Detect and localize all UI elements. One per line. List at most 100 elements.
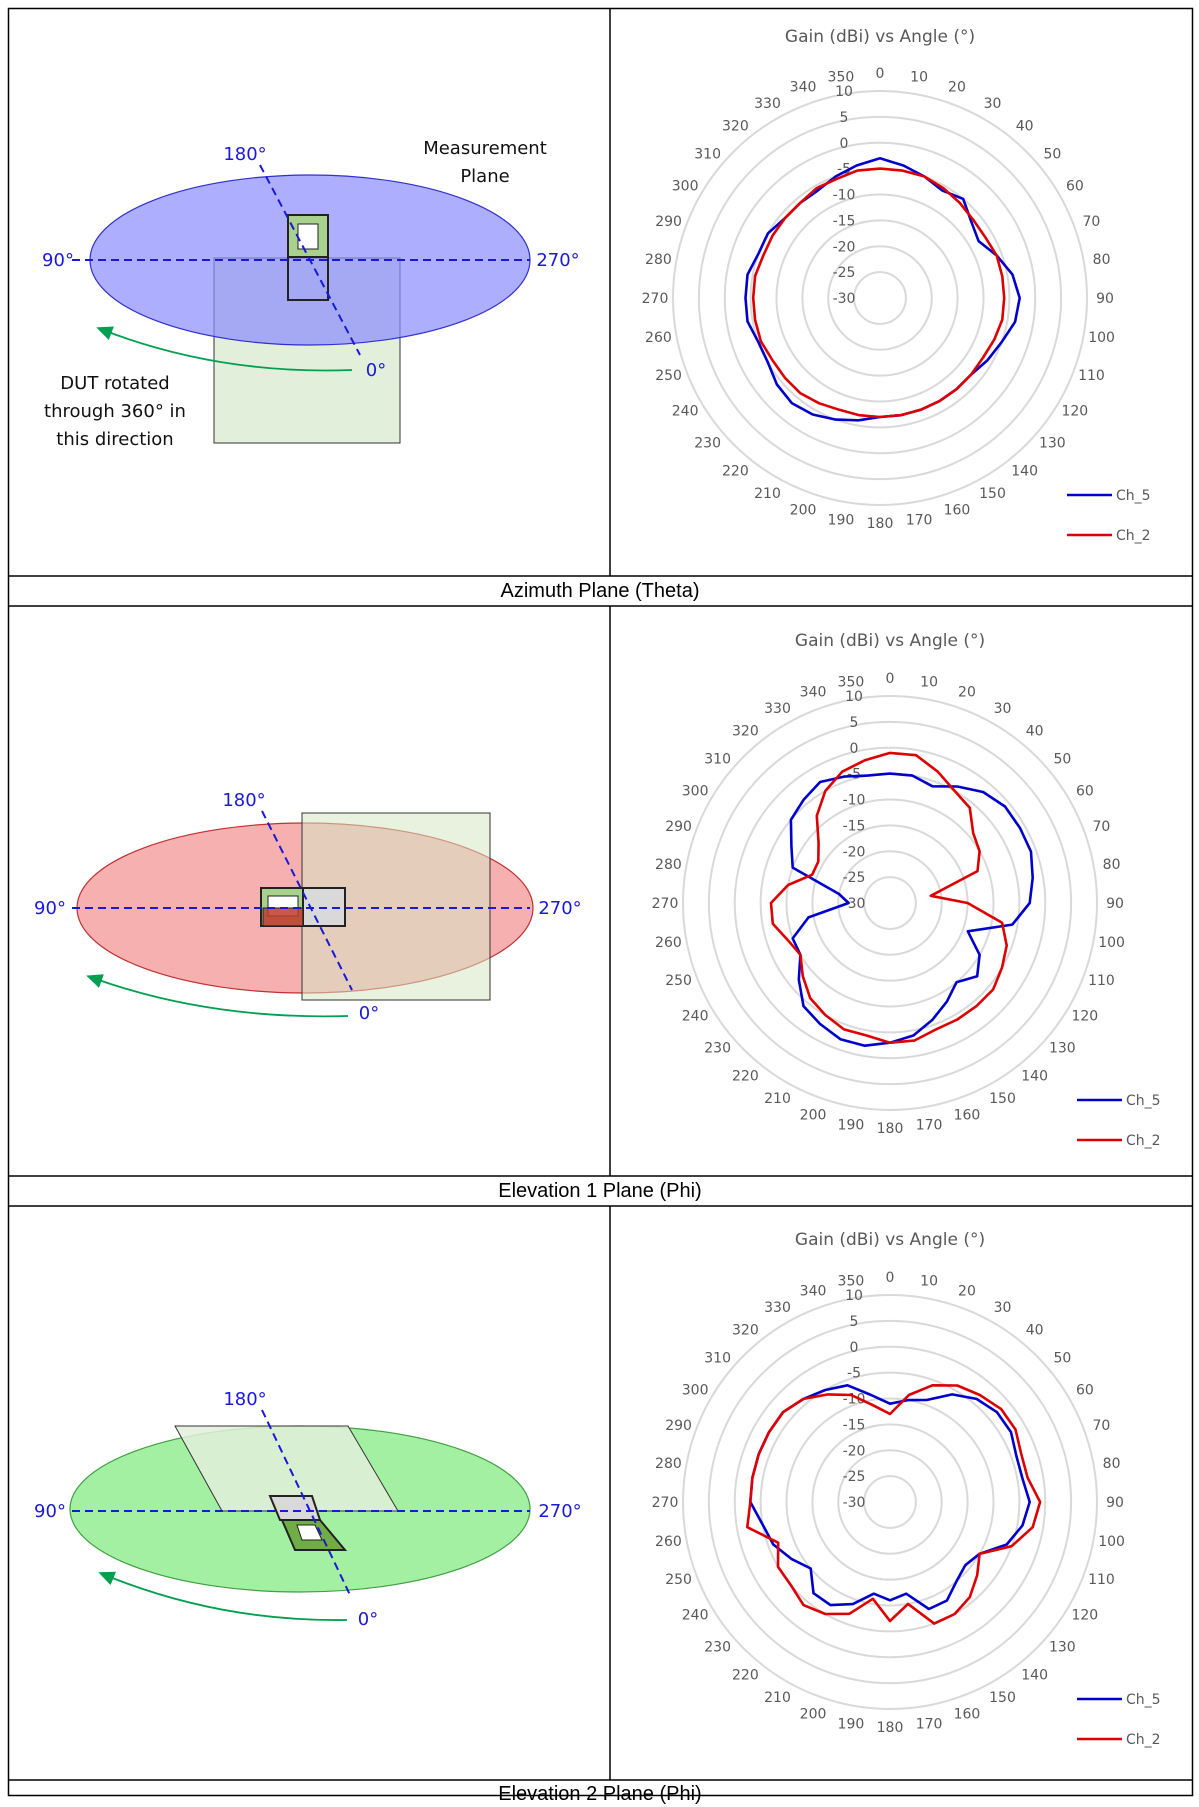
angle-tick-label: 60 xyxy=(1066,179,1084,195)
chart-title: Gain (dBi) vs Angle (°) xyxy=(795,1230,985,1250)
angle-tick-label: 70 xyxy=(1083,214,1101,230)
angle-tick-label: 150 xyxy=(989,1091,1016,1107)
label-0: 0° xyxy=(366,360,386,381)
angle-tick-label: 260 xyxy=(655,1534,682,1550)
angle-tick-label: 300 xyxy=(682,1383,709,1399)
angle-tick-label: 140 xyxy=(1011,463,1038,479)
angle-tick-label: 40 xyxy=(1026,1323,1044,1339)
radial-tick-label: -15 xyxy=(843,818,866,834)
label-90: 90° xyxy=(34,1501,66,1522)
angle-tick-label: 90 xyxy=(1106,896,1124,912)
series-line-ch-2 xyxy=(769,751,1008,1044)
angle-tick-label: 220 xyxy=(732,1667,759,1683)
angle-tick-label: 290 xyxy=(655,214,682,230)
grid-ring xyxy=(863,1475,917,1529)
grid-ring xyxy=(759,772,1021,1034)
grid-ring xyxy=(759,1371,1021,1633)
angle-tick-label: 290 xyxy=(665,1418,692,1434)
series-line-ch-2 xyxy=(751,167,1006,419)
angle-tick-label: 110 xyxy=(1078,368,1105,384)
angle-tick-label: 0 xyxy=(886,671,895,687)
grid-ring xyxy=(853,271,907,325)
angle-tick-label: 300 xyxy=(672,179,699,195)
radial-tick-label: -25 xyxy=(843,1469,866,1485)
angle-tick-label: 50 xyxy=(1043,146,1061,162)
angle-tick-label: 230 xyxy=(704,1041,731,1057)
angle-tick-label: 60 xyxy=(1076,1383,1094,1399)
radial-tick-label: -5 xyxy=(847,1366,861,1382)
angle-tick-label: 290 xyxy=(665,819,692,835)
angle-tick-label: 20 xyxy=(958,685,976,701)
angle-tick-label: 130 xyxy=(1039,436,1066,452)
radial-tick-label: 0 xyxy=(850,741,859,757)
label-0: 0° xyxy=(358,1609,378,1630)
label-180: 180° xyxy=(223,144,266,165)
angle-tick-label: 240 xyxy=(682,1608,709,1624)
legend-label: Ch_5 xyxy=(1126,1093,1161,1109)
measurement-plane-label-line2: Plane xyxy=(460,166,509,187)
angle-tick-label: 170 xyxy=(916,1717,943,1733)
angle-tick-label: 350 xyxy=(838,674,865,690)
legend-label: Ch_2 xyxy=(1116,528,1151,544)
angle-tick-label: 240 xyxy=(682,1009,709,1025)
angle-tick-label: 280 xyxy=(655,857,682,873)
angle-tick-label: 210 xyxy=(764,1690,791,1706)
angle-tick-label: 140 xyxy=(1021,1667,1048,1683)
diagram-azimuth: 180° 90° 270° 0° Measurement Plane DUT r… xyxy=(42,138,580,450)
angle-tick-label: 260 xyxy=(655,935,682,951)
grid-ring xyxy=(837,1449,943,1555)
legend-label: Ch_5 xyxy=(1126,1692,1161,1708)
angle-tick-label: 110 xyxy=(1088,1572,1115,1588)
angle-tick-label: 120 xyxy=(1071,1009,1098,1025)
dut-antenna-cutout xyxy=(297,223,319,250)
angle-tick-label: 250 xyxy=(655,368,682,384)
angle-tick-label: 0 xyxy=(886,1270,895,1286)
grid-ring xyxy=(707,720,1073,1086)
angle-tick-label: 20 xyxy=(958,1284,976,1300)
label-180: 180° xyxy=(223,1389,266,1410)
angle-tick-label: 210 xyxy=(754,486,781,502)
angle-tick-label: 320 xyxy=(722,119,749,135)
radial-tick-label: 10 xyxy=(845,689,863,705)
radial-tick-label: -30 xyxy=(843,1495,866,1511)
rotation-arrow xyxy=(96,326,353,372)
grid-ring xyxy=(723,141,1037,455)
panel-caption-azimuth: Azimuth Plane (Theta) xyxy=(501,580,700,602)
dut-antenna-feed xyxy=(262,907,304,927)
grid-ring xyxy=(682,1294,1098,1710)
angle-tick-label: 130 xyxy=(1049,1041,1076,1057)
angle-tick-label: 150 xyxy=(979,486,1006,502)
panel-caption-elevation-2: Elevation 2 Plane (Phi) xyxy=(498,1783,701,1805)
legend-label: Ch_2 xyxy=(1126,1133,1161,1149)
label-180: 180° xyxy=(222,790,265,811)
dut-antenna-cutout xyxy=(296,1524,323,1541)
grid-ring xyxy=(707,1319,1073,1685)
panel-caption-elevation-1: Elevation 1 Plane (Phi) xyxy=(498,1180,701,1202)
radial-tick-label: -30 xyxy=(833,291,856,307)
angle-tick-label: 190 xyxy=(838,1118,865,1134)
label-90: 90° xyxy=(34,898,66,919)
grid-ring xyxy=(672,90,1088,506)
angle-tick-label: 340 xyxy=(800,1284,827,1300)
radial-tick-label: -20 xyxy=(843,844,866,860)
angle-tick-label: 330 xyxy=(764,701,791,717)
angle-tick-label: 70 xyxy=(1093,1418,1111,1434)
grid-ring xyxy=(775,193,985,403)
angle-tick-label: 220 xyxy=(732,1068,759,1084)
angle-tick-label: 170 xyxy=(916,1118,943,1134)
angle-tick-label: 30 xyxy=(984,96,1002,112)
angle-tick-label: 70 xyxy=(1093,819,1111,835)
radial-tick-label: -30 xyxy=(843,896,866,912)
angle-tick-label: 200 xyxy=(790,502,817,518)
radial-tick-label: 10 xyxy=(835,84,853,100)
angle-tick-label: 320 xyxy=(732,1323,759,1339)
angle-tick-label: 60 xyxy=(1076,784,1094,800)
angle-tick-label: 200 xyxy=(800,1107,827,1123)
angle-tick-label: 230 xyxy=(704,1640,731,1656)
series-line-ch-2 xyxy=(746,1384,1042,1625)
axis-180-0 xyxy=(261,810,353,991)
radial-tick-label: 5 xyxy=(850,715,859,731)
angle-tick-label: 270 xyxy=(652,896,679,912)
grid-ring xyxy=(863,876,917,930)
angle-tick-label: 340 xyxy=(790,80,817,96)
